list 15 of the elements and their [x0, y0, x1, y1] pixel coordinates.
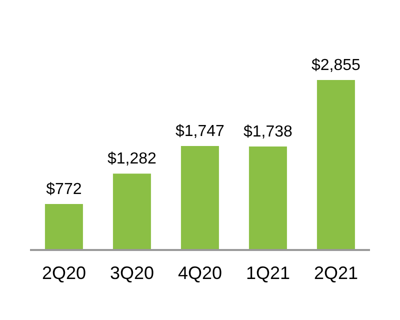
data-label: $1,747 — [175, 122, 225, 140]
x-tick-label: 1Q21 — [246, 262, 290, 283]
bar — [180, 146, 219, 250]
data-label: $1,282 — [107, 150, 157, 168]
data-label: $1,738 — [243, 124, 293, 141]
x-tick-label: 4Q20 — [178, 262, 222, 283]
x-tick-label: 2Q21 — [314, 262, 358, 283]
bar — [248, 146, 287, 250]
data-label: $772 — [46, 181, 82, 198]
bar — [316, 80, 355, 250]
data-label: $2,855 — [311, 57, 361, 74]
bar — [112, 174, 151, 250]
x-tick-label: 2Q20 — [42, 262, 86, 283]
bar — [44, 204, 83, 250]
x-tick-label: 3Q20 — [110, 262, 154, 283]
